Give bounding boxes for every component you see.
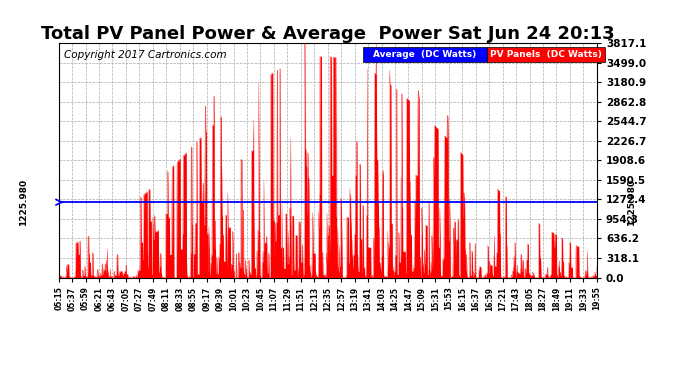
FancyBboxPatch shape: [363, 46, 486, 62]
Text: Copyright 2017 Cartronics.com: Copyright 2017 Cartronics.com: [64, 50, 226, 60]
FancyBboxPatch shape: [486, 46, 605, 62]
Text: Average  (DC Watts): Average (DC Watts): [373, 50, 476, 59]
Text: 1225.980: 1225.980: [19, 178, 28, 226]
Text: 1225.980: 1225.980: [627, 178, 636, 226]
Title: Total PV Panel Power & Average  Power Sat Jun 24 20:13: Total PV Panel Power & Average Power Sat…: [41, 25, 615, 43]
Text: PV Panels  (DC Watts): PV Panels (DC Watts): [490, 50, 602, 59]
